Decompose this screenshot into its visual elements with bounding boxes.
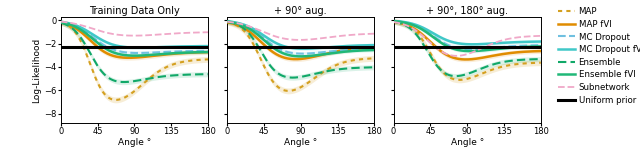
X-axis label: Angle °: Angle ° bbox=[118, 138, 151, 147]
Legend: MAP, MAP fVI, MC Dropout, MC Dropout fVI, Ensemble, Ensemble fVI, Subnetwork, Un: MAP, MAP fVI, MC Dropout, MC Dropout fVI… bbox=[558, 7, 640, 105]
Y-axis label: Log-Likelihood: Log-Likelihood bbox=[33, 37, 42, 103]
X-axis label: Angle °: Angle ° bbox=[284, 138, 317, 147]
Title: + 90° aug.: + 90° aug. bbox=[275, 6, 327, 16]
Title: + 90°, 180° aug.: + 90°, 180° aug. bbox=[426, 6, 508, 16]
X-axis label: Angle °: Angle ° bbox=[451, 138, 484, 147]
Title: Training Data Only: Training Data Only bbox=[89, 6, 180, 16]
